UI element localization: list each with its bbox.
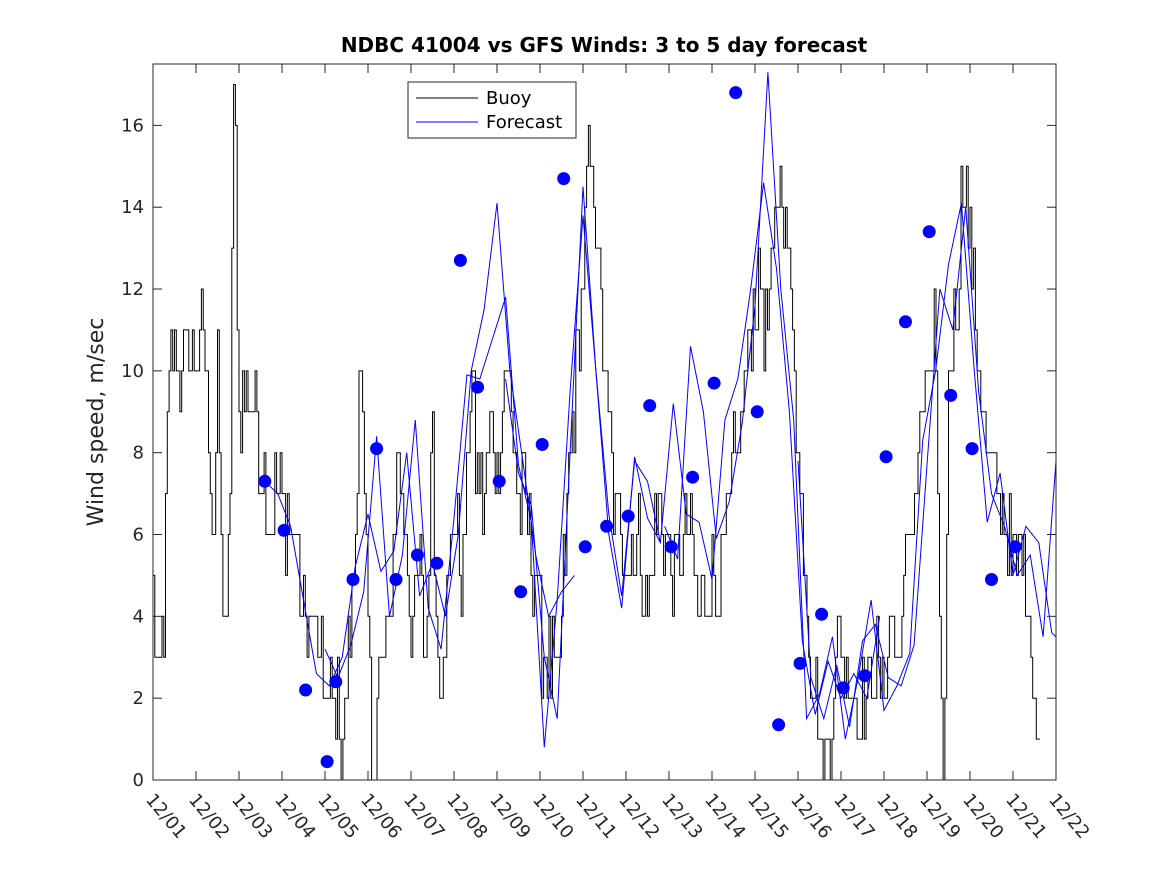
y-tick-label: 10 <box>121 361 144 382</box>
forecast-marker-15 <box>535 438 549 451</box>
forecast-marker-6 <box>346 573 360 586</box>
forecast-marker-25 <box>750 405 764 419</box>
y-tick-label: 8 <box>133 443 144 464</box>
forecast-marker-20 <box>643 399 657 413</box>
y-tick-label: 0 <box>133 770 144 791</box>
forecast-marker-10 <box>430 556 444 570</box>
y-tick-label: 2 <box>133 688 144 709</box>
plot-area <box>153 72 1056 780</box>
forecast-marker-35 <box>965 442 979 456</box>
forecast-marker-31 <box>879 450 893 464</box>
forecast-marker-19 <box>621 509 635 523</box>
legend-box <box>407 81 577 139</box>
forecast-marker-3 <box>299 683 313 697</box>
forecast-marker-22 <box>686 470 700 484</box>
y-tick-label: 16 <box>121 115 144 136</box>
forecast-marker-18 <box>600 519 614 533</box>
legend-label-buoy: Buoy <box>486 88 532 109</box>
forecast-marker-8 <box>389 573 403 586</box>
legend: Buoy Forecast <box>407 81 577 139</box>
forecast-marker-2 <box>277 523 291 537</box>
forecast-marker-27 <box>793 656 807 670</box>
forecast-marker-23 <box>707 376 721 390</box>
y-tick-label: 4 <box>133 606 144 627</box>
forecast-marker-30 <box>858 669 872 683</box>
y-tick-label: 12 <box>121 279 144 300</box>
forecast-marker-36 <box>985 573 998 586</box>
forecast-marker-21 <box>664 540 678 554</box>
y-tick-label: 6 <box>133 525 144 546</box>
forecast-marker-9 <box>410 548 424 562</box>
axes-box <box>152 63 1057 781</box>
forecast-marker-33 <box>922 225 936 239</box>
forecast-marker-11 <box>453 253 467 267</box>
forecast-marker-1 <box>258 474 272 488</box>
forecast-marker-4 <box>320 755 334 769</box>
forecast-marker-37 <box>1008 540 1022 554</box>
forecast-marker-5 <box>329 675 343 689</box>
forecast-marker-26 <box>772 718 786 732</box>
y-axis-label: Wind speed, m/sec <box>84 318 109 527</box>
forecast-marker-32 <box>899 315 912 329</box>
forecast-marker-28 <box>815 607 829 621</box>
forecast-marker-29 <box>836 681 850 695</box>
forecast-marker-24 <box>729 86 743 100</box>
forecast-marker-12 <box>471 380 485 394</box>
forecast-marker-7 <box>370 442 384 456</box>
forecast-marker-34 <box>944 388 958 402</box>
forecast-marker-16 <box>557 172 571 186</box>
forecast-marker-13 <box>492 474 506 488</box>
forecast-marker-14 <box>514 585 528 599</box>
chart-title: NDBC 41004 vs GFS Winds: 3 to 5 day fore… <box>341 33 868 57</box>
buoy-series-line <box>153 84 1040 780</box>
forecast-marker-17 <box>578 540 592 554</box>
y-tick-label: 14 <box>121 197 144 218</box>
forecast-series-line-3 <box>505 182 881 719</box>
legend-label-forecast: Forecast <box>486 112 562 133</box>
forecast-series-line-2 <box>324 215 661 748</box>
forecast-series-line-1 <box>264 203 575 687</box>
